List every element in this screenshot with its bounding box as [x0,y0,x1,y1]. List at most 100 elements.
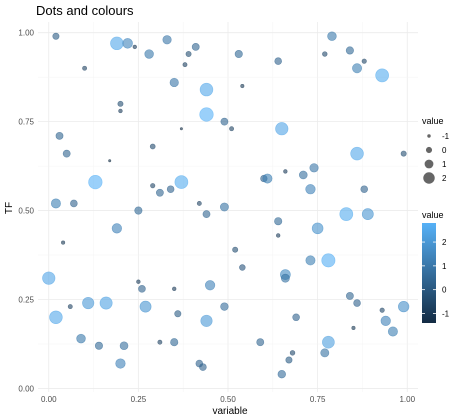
data-point [202,210,211,219]
data-point [162,35,172,45]
data-point [169,77,179,88]
data-point [139,300,152,313]
data-point [179,127,183,131]
data-point [119,341,129,351]
data-point [199,82,214,97]
data-point [234,49,243,59]
data-points [42,31,410,379]
data-point [379,307,385,313]
x-tick-label: 0.00 [41,395,57,404]
data-point [62,149,71,158]
data-point [398,300,410,313]
data-point [219,202,229,212]
data-point [339,207,354,221]
data-point [182,62,188,68]
data-point [150,183,156,189]
data-point [172,286,177,291]
y-tick-label: 0.25 [18,296,34,305]
data-point [42,271,56,285]
data-point [134,206,143,215]
data-point [289,350,296,356]
data-point [185,51,192,57]
data-point [240,84,245,89]
x-axis-ticks: 0.00 0.25 0.50 0.75 1.00 [41,395,416,404]
data-point [61,240,66,245]
data-point [174,175,189,189]
size-legend-label: 2 [442,174,447,183]
data-point [76,333,86,344]
color-bar [422,223,436,323]
x-axis-title: variable [212,406,247,417]
data-point [166,185,175,193]
data-point [88,174,103,190]
size-legend-title: value [422,116,444,126]
data-point [256,338,265,347]
data-point [49,310,63,324]
data-point [351,325,356,330]
data-point [174,310,182,318]
color-legend-label: -1 [442,309,450,318]
data-point [361,208,374,221]
data-point [361,58,367,64]
data-point [239,264,246,271]
data-point [283,169,288,174]
data-point [400,150,407,157]
data-point [285,356,293,364]
data-point [298,170,308,180]
data-point [292,313,300,322]
data-point [55,131,64,140]
data-point [204,280,216,291]
data-point [229,126,235,132]
color-legend-label: 2 [442,238,447,247]
data-point [352,63,363,74]
data-point [117,100,124,107]
color-legend-label: 0 [442,286,447,295]
color-legend-title: value [422,210,444,220]
data-point [70,199,78,208]
size-legend-label: 1 [442,160,447,169]
color-legend-label: 1 [442,262,447,271]
data-point [144,49,154,59]
data-point [375,68,389,83]
data-point [111,223,122,234]
x-tick-label: 0.50 [220,395,236,404]
data-point [322,51,328,57]
y-tick-label: 1.00 [18,29,34,38]
size-legend-label: 0 [442,146,447,155]
data-point [345,46,354,55]
data-point [149,143,156,150]
y-axis-ticks: 0.00 0.25 0.50 0.75 1.00 [18,29,34,394]
data-point [305,255,316,266]
size-legend-keys: -1 0 1 2 [423,132,450,184]
data-point [122,38,133,49]
data-point [309,163,319,173]
y-tick-label: 0.75 [18,118,34,127]
data-point [52,32,60,40]
data-point [327,31,337,41]
data-point [170,338,179,347]
data-point [94,341,103,350]
data-point [191,43,200,51]
data-point [138,285,146,293]
data-point [275,122,289,136]
data-point [277,370,286,379]
data-point [196,201,202,206]
data-point [220,117,229,126]
y-axis-title: TF [4,202,15,214]
size-legend-key [425,146,433,154]
data-point [199,107,214,122]
data-point [132,44,137,50]
data-point [136,279,141,284]
data-point [108,159,112,163]
data-point [274,57,282,65]
color-legend: value 2 1 0 -1 [422,210,450,323]
data-point [155,188,164,197]
y-tick-label: 0.00 [18,384,34,393]
data-point [82,65,88,71]
data-point [274,217,283,226]
data-point [199,363,207,371]
data-point [110,36,124,51]
data-point [321,253,336,268]
size-legend: value -1 0 1 2 [422,116,450,184]
